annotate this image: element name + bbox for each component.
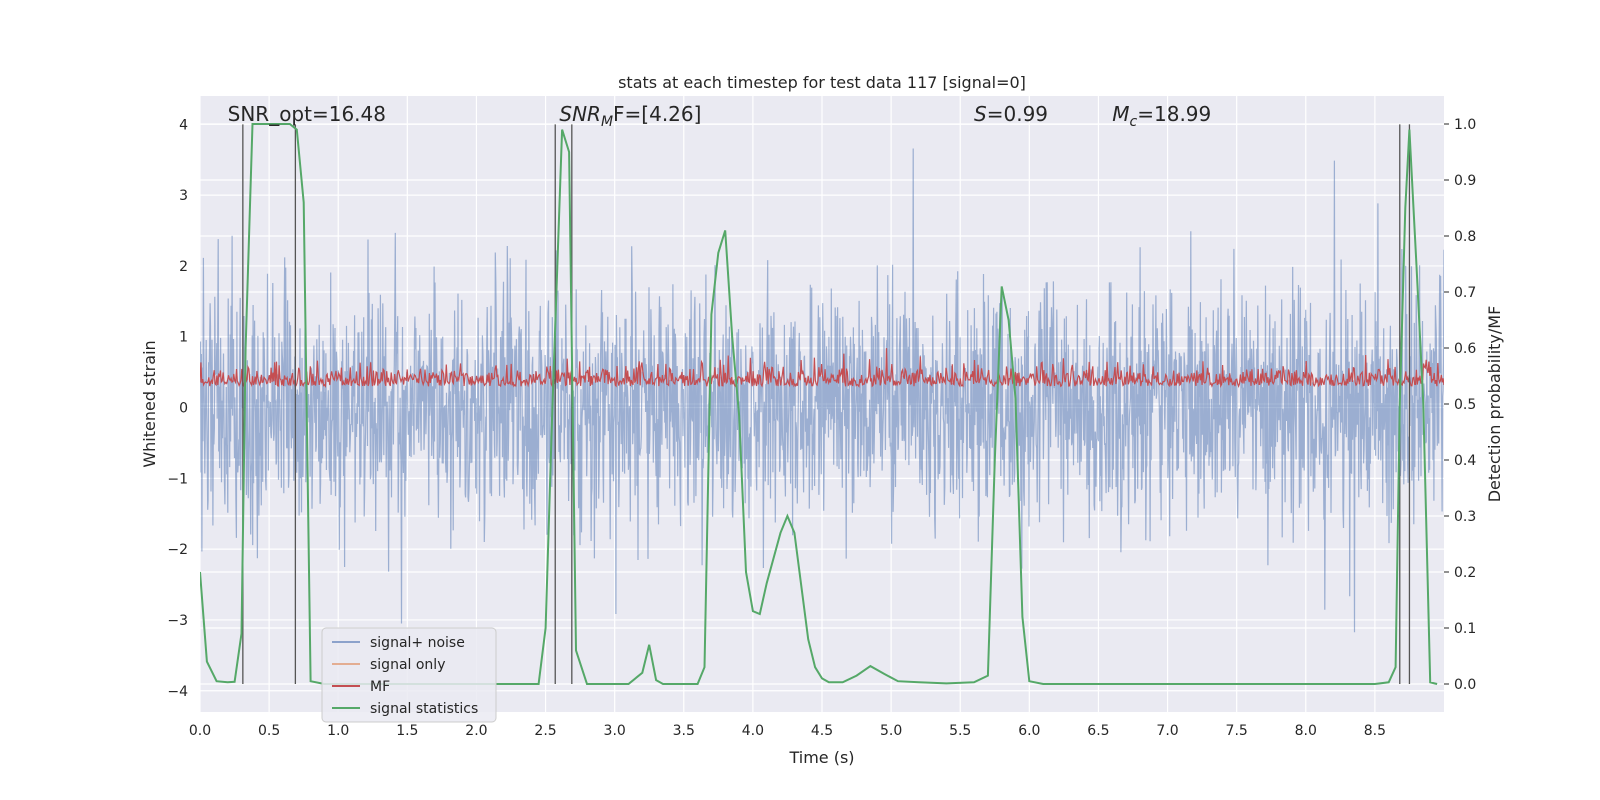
x-tick-label: 5.5 <box>949 723 971 739</box>
series-signal-noise <box>200 148 1444 633</box>
y-left-tick-labels: 4 3 2 1 0 −1 −2 −3 −4 <box>167 117 188 699</box>
legend-box <box>321 627 497 723</box>
y-left-tick-label: 1 <box>179 330 188 346</box>
annotation-1: SNRMF=[4.26] <box>559 102 701 130</box>
annotations: SNR_opt=16.48 SNRMF=[4.26] S=0.99 Mc=18.99 <box>228 102 1212 130</box>
y-right-tick-label: 0.4 <box>1454 453 1476 469</box>
x-tick-label: 2.0 <box>465 723 487 739</box>
series-layer <box>200 148 1444 633</box>
y-right-tick-label: 0.3 <box>1454 509 1476 525</box>
y-left-tick-label: 0 <box>179 401 188 417</box>
legend-label: signal+ noise <box>370 635 465 651</box>
y-left-tick-label: 3 <box>179 188 188 204</box>
x-tick-label: 2.5 <box>534 723 556 739</box>
y-right-tick-label: 0.8 <box>1454 229 1476 245</box>
legend: signal+ noise signal only MF signal statist… <box>321 627 497 723</box>
legend-label: signal only <box>370 657 445 673</box>
annotation-3: Mc=18.99 <box>1112 102 1211 130</box>
y-right-tick-label: 1.0 <box>1454 117 1476 133</box>
y-left-tick-label: −1 <box>167 471 188 487</box>
x-tick-labels: 0.0 0.5 1.0 1.5 2.0 2.5 3.0 3.5 4.0 4.5 5.0 5.5 6.0 6… <box>189 723 1386 739</box>
y-left-tick-label: 4 <box>179 117 188 133</box>
y-right-tick-label: 0.7 <box>1454 285 1476 301</box>
y-right-tick-label: 0.0 <box>1454 677 1476 693</box>
x-tick-label: 8.5 <box>1364 723 1386 739</box>
y-left-axis-label: Whitened strain <box>140 340 159 467</box>
x-tick-label: 1.0 <box>327 723 349 739</box>
x-axis-label: Time (s) <box>788 748 854 767</box>
x-tick-label: 4.5 <box>811 723 833 739</box>
chart-title: stats at each timestep for test data 117… <box>618 73 1026 92</box>
y-right-tick-label: 0.2 <box>1454 565 1476 581</box>
legend-label: signal statistics <box>370 701 478 717</box>
y-right-tick-labels: 1.0 0.9 0.8 0.7 0.6 0.5 0.4 0.3 0.2 0.1 0.0 <box>1444 117 1476 693</box>
y-left-tick-label: 2 <box>179 259 188 275</box>
x-tick-label: 6.0 <box>1018 723 1040 739</box>
y-left-tick-label: −2 <box>167 542 188 558</box>
x-tick-label: 8.0 <box>1295 723 1317 739</box>
series-mf <box>200 348 1444 389</box>
x-tick-label: 3.0 <box>604 723 626 739</box>
annotation-2: S=0.99 <box>974 102 1048 126</box>
legend-label: MF <box>370 679 390 695</box>
x-tick-label: 1.5 <box>396 723 418 739</box>
annotation-0: SNR_opt=16.48 <box>228 102 386 126</box>
y-right-tick-label: 0.1 <box>1454 621 1476 637</box>
x-tick-label: 0.0 <box>189 723 211 739</box>
y-right-axis-label: Detection probability/MF <box>1485 306 1504 503</box>
x-tick-label: 7.0 <box>1156 723 1178 739</box>
x-tick-label: 4.0 <box>742 723 764 739</box>
x-tick-label: 6.5 <box>1087 723 1109 739</box>
y-right-tick-label: 0.5 <box>1454 397 1476 413</box>
x-tick-label: 7.5 <box>1226 723 1248 739</box>
y-left-tick-label: −3 <box>167 613 188 629</box>
y-right-tick-label: 0.9 <box>1454 173 1476 189</box>
y-right-tick-label: 0.6 <box>1454 341 1476 357</box>
x-tick-label: 0.5 <box>258 723 280 739</box>
x-tick-label: 3.5 <box>673 723 695 739</box>
x-tick-label: 5.0 <box>880 723 902 739</box>
y-left-tick-label: −4 <box>167 684 188 700</box>
